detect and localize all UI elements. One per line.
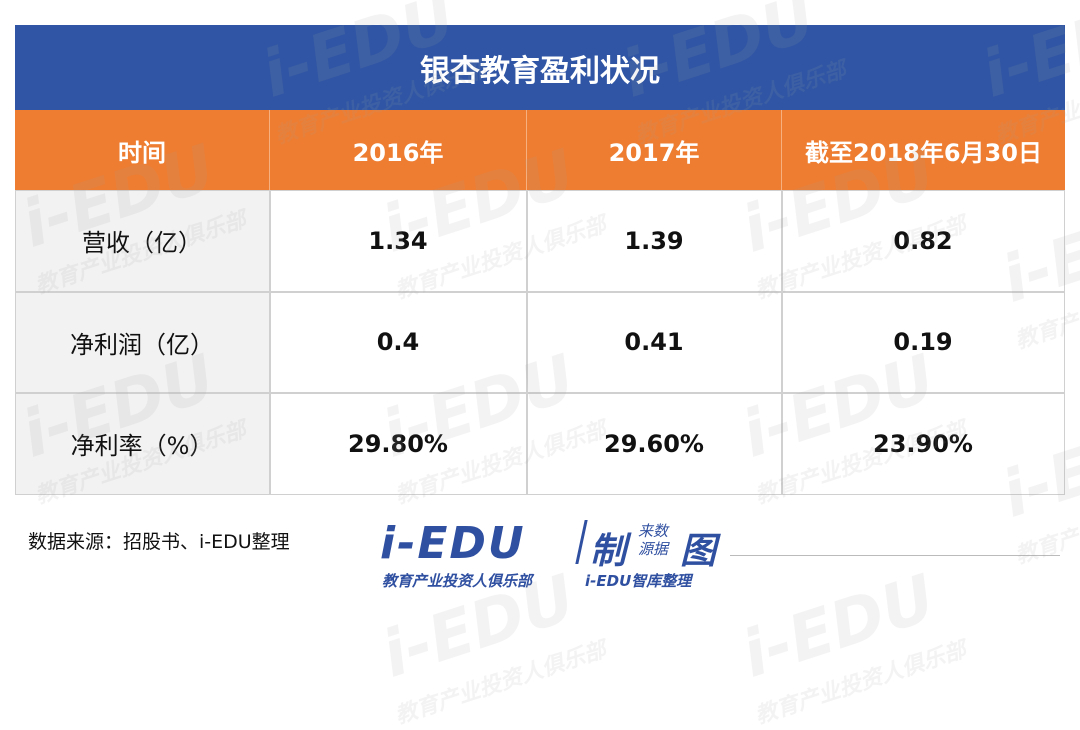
logo-brand: i-EDU bbox=[380, 518, 526, 569]
watermark-club: 教育产业投资人俱乐部 bbox=[752, 637, 970, 730]
value-cell: 29.80% bbox=[269, 392, 527, 495]
header-cell: 2017年 bbox=[527, 110, 782, 190]
header-cell: 截至2018年6月30日 bbox=[782, 110, 1065, 190]
watermark-club: 教育产业投资人俱乐部 bbox=[392, 637, 610, 730]
logo-small: 来数 源据 bbox=[638, 522, 668, 558]
footer-rule bbox=[730, 555, 1060, 556]
value-cell: 1.34 bbox=[269, 189, 527, 292]
logo-divider bbox=[575, 520, 588, 564]
table: 银杏教育盈利状况 时间 2016年 2017年 截至2018年6月30日 营收（亿） 1.3… bbox=[14, 25, 1065, 495]
header-cell: 时间 bbox=[15, 110, 270, 190]
logo-credit: i-EDU智库整理 bbox=[585, 572, 692, 590]
row-label: 净利润（亿） bbox=[14, 291, 270, 393]
logo: i-EDU 制 来数 源据 图 教育产业投资人俱乐部 i-EDU智库整理 bbox=[380, 518, 730, 590]
logo-line1: 来数 bbox=[638, 522, 669, 540]
value-cell: 0.41 bbox=[526, 291, 782, 393]
table-title: 银杏教育盈利状况 bbox=[15, 25, 1065, 110]
watermark-brand: i-EDU bbox=[733, 561, 944, 693]
logo-mark2: 图 bbox=[680, 531, 717, 572]
source-note: 数据来源：招股书、i-EDU整理 bbox=[28, 531, 290, 553]
logo-mark: 制 bbox=[590, 531, 627, 572]
logo-line2: 源据 bbox=[638, 540, 669, 558]
row-label: 营收（亿） bbox=[14, 189, 270, 292]
value-cell: 29.60% bbox=[526, 392, 782, 495]
value-cell: 0.82 bbox=[781, 189, 1065, 292]
row-label: 净利率（%） bbox=[14, 392, 270, 495]
value-cell: 0.19 bbox=[781, 291, 1065, 393]
header-cell: 2016年 bbox=[270, 110, 527, 190]
page: {"watermark": {"brand": "i-EDU", "club":… bbox=[13, 0, 1080, 730]
value-cell: 0.4 bbox=[269, 291, 527, 393]
value-cell: 23.90% bbox=[781, 392, 1065, 495]
value-cell: 1.39 bbox=[526, 189, 782, 292]
logo-club: 教育产业投资人俱乐部 bbox=[382, 572, 533, 590]
